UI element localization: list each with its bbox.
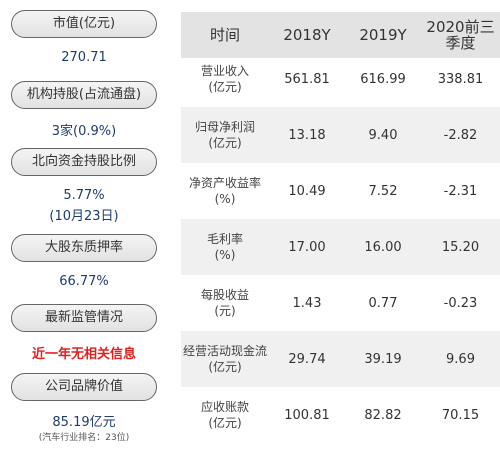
row-value-2018: 13.18 [288,127,326,143]
header-2020: 2020前三季度 [426,17,495,52]
regulatory-status-value: 近一年无相关信息 [31,347,136,362]
row-value-2019: 39.19 [364,351,402,367]
market-cap-label: 市值(亿元) [11,10,157,38]
table-row: 归母净利润 (亿元) 13.18 9.40 -2.82 [181,107,500,163]
row-value-2020: -2.82 [443,127,478,143]
pledge-ratio-value: 66.77% [59,274,109,289]
stock-summary-panel: 市值(亿元) 270.71 机构持股(占流通盘) 3家(0.9%) 北向资金持股… [0,0,175,452]
table-row: 应收账款 (亿元) 100.81 82.82 70.15 [181,387,500,443]
table-row: 毛利率 (%) 17.00 16.00 15.20 [181,219,500,275]
table-row: 营业收入 (亿元) 561.81 616.99 338.81 [181,51,500,107]
row-value-2018: 29.74 [288,351,326,367]
row-label: 经营活动现金流 (亿元) [182,343,267,374]
row-label: 营业收入 (亿元) [200,63,249,94]
row-value-2018: 561.81 [284,71,330,87]
row-value-2018: 1.43 [292,295,322,311]
row-label: 归母净利润 (亿元) [194,119,255,150]
row-value-2018: 17.00 [288,239,326,255]
northbound-holding-date: (10月23日) [49,209,119,224]
market-cap-value: 270.71 [61,50,107,65]
header-2019: 2019Y [359,25,407,44]
row-label: 应收账款 (亿元) [200,399,249,430]
header-period: 时间 [209,25,240,44]
table-row: 经营活动现金流 (亿元) 29.74 39.19 9.69 [181,331,500,387]
row-value-2020: -0.23 [443,295,478,311]
row-value-2020: 9.69 [446,351,475,367]
institutional-holding-value: 3家(0.9%) [51,124,117,139]
pledge-ratio-label: 大股东质押率 [11,234,157,262]
row-label: 净资产收益率 (%) [188,175,261,206]
row-value-2019: 16.00 [364,239,402,255]
financial-table: 时间 2018Y 2019Y 2020前三季度 营业收入 (亿元) 561.81 … [181,0,500,452]
institutional-holding-label: 机构持股(占流通盘) [11,81,157,109]
row-value-2020: 338.81 [437,71,484,87]
row-value-2019: 7.52 [368,183,398,199]
row-value-2020: 15.20 [441,239,480,255]
brand-value-amount: 85.19亿元 [52,415,116,430]
row-value-2019: 616.99 [360,71,406,87]
row-label: 每股收益 (元) [200,287,249,318]
brand-value-label: 公司品牌价值 [11,373,157,401]
header-2018: 2018Y [283,25,331,44]
northbound-holding-value: 5.77% [63,188,105,203]
row-value-2019: 82.82 [364,407,402,423]
regulatory-status-label: 最新监管情况 [11,304,157,332]
row-value-2018: 10.49 [288,183,326,199]
row-value-2020: 70.15 [441,407,480,423]
row-value-2018: 100.81 [284,407,330,423]
row-value-2019: 0.77 [368,295,398,311]
row-label: 毛利率 (%) [206,231,243,262]
table-row: 每股收益 (元) 1.43 0.77 -0.23 [181,275,500,331]
table-row: 净资产收益率 (%) 10.49 7.52 -2.31 [181,163,500,219]
brand-value-rank: (汽车行业排名：23位) [38,433,130,443]
table-header: 时间 2018Y 2019Y 2020前三季度 [181,12,500,58]
northbound-holding-label: 北向资金持股比例 [11,148,157,176]
row-value-2020: -2.31 [443,183,478,199]
row-value-2019: 9.40 [368,127,398,143]
